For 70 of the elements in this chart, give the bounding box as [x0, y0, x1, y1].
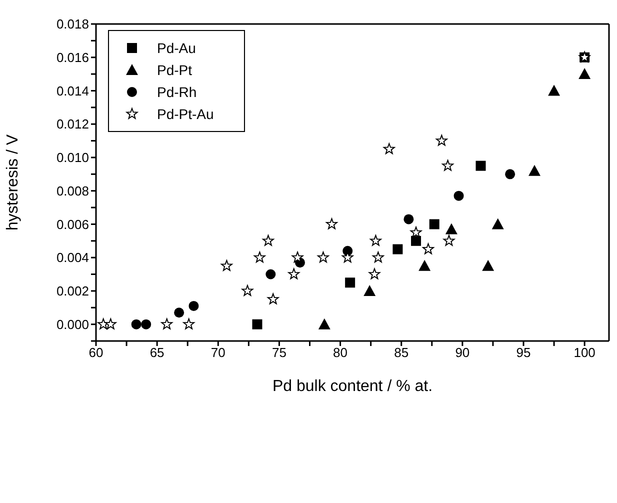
legend-label: Pd-Rh [157, 84, 197, 100]
y-tick-label: 0.004 [56, 250, 89, 266]
point [141, 319, 152, 330]
y-tick-label: 0.012 [56, 116, 89, 132]
point [318, 318, 330, 330]
point [161, 318, 173, 330]
legend-label: Pd-Pt-Au [157, 106, 214, 122]
point [410, 226, 422, 238]
point [266, 269, 276, 280]
point [411, 236, 422, 246]
point [131, 319, 142, 330]
point [505, 169, 516, 180]
point [364, 284, 376, 296]
y-tick-label: 0.016 [56, 50, 89, 65]
point [492, 218, 504, 230]
point [326, 218, 338, 230]
legend-label: Pd-Pt [157, 62, 192, 78]
point [404, 214, 414, 224]
point [188, 300, 199, 311]
point [242, 284, 254, 296]
point [372, 252, 384, 263]
y-tick-label: 0.006 [56, 216, 89, 232]
point [429, 219, 440, 230]
point [183, 318, 195, 330]
point [262, 234, 274, 246]
x-tick-label: 65 [150, 345, 164, 360]
point [392, 244, 403, 254]
point [345, 278, 356, 288]
y-tick-label: 0.010 [56, 150, 89, 166]
point [174, 308, 184, 318]
point [254, 252, 266, 263]
point [443, 234, 455, 246]
x-tick-label: 60 [88, 345, 104, 360]
point [383, 143, 395, 154]
point [422, 243, 434, 254]
point [370, 234, 382, 246]
point [418, 260, 431, 271]
point [292, 252, 304, 263]
point [454, 190, 464, 201]
y-tick-label: 0.008 [56, 183, 89, 198]
point [252, 319, 262, 330]
point [368, 268, 380, 280]
point [267, 293, 279, 304]
point [578, 68, 591, 80]
point [445, 223, 458, 234]
point [436, 134, 448, 146]
point [98, 318, 110, 330]
point [482, 260, 494, 271]
point [104, 318, 116, 330]
point [220, 260, 232, 271]
x-tick-label: 70 [210, 345, 226, 360]
x-axis-title: Pd bulk content / % at. [272, 378, 433, 395]
y-tick-label: 0.000 [56, 316, 89, 332]
y-tick-label: 0.018 [56, 16, 89, 32]
y-tick-label: 0.002 [56, 284, 89, 299]
point [476, 160, 486, 171]
x-tick-label: 80 [333, 345, 348, 360]
x-tick-label: 75 [272, 345, 286, 360]
x-tick-label: 100 [574, 345, 596, 360]
y-axis-title: hysteresis / V [4, 134, 22, 231]
point [288, 268, 300, 280]
point [442, 160, 454, 171]
y-tick-label: 0.014 [56, 83, 89, 98]
x-tick-label: 90 [455, 345, 470, 360]
legend-label: Pd-Au [157, 40, 196, 56]
point [548, 84, 560, 96]
point [528, 164, 540, 176]
point [317, 252, 329, 263]
x-tick-label: 95 [516, 345, 531, 360]
x-tick-label: 85 [394, 345, 409, 360]
